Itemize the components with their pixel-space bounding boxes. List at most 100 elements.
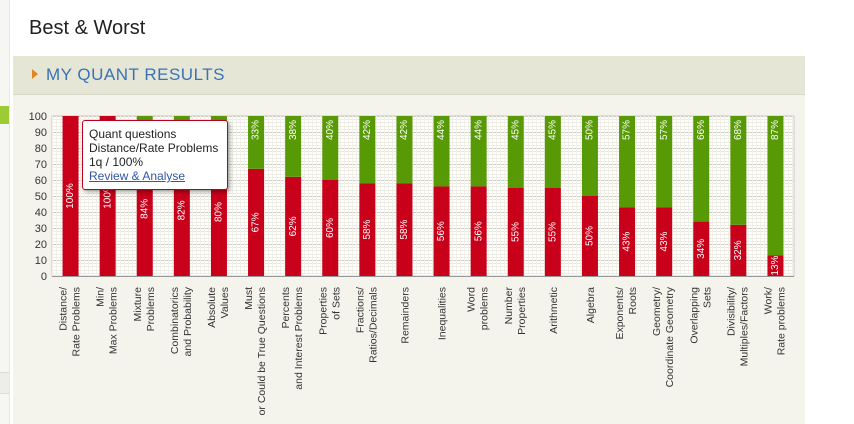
x-tick-label: Arithmetic	[548, 287, 560, 334]
bar-incorrect	[619, 116, 636, 208]
bar-value-label: 45%	[510, 120, 521, 140]
bar-incorrect	[433, 116, 450, 187]
x-tick-label: Properties	[516, 287, 528, 335]
y-tick-label: 0	[41, 271, 47, 283]
bar-correct	[619, 207, 636, 276]
x-tick-label: or Could be True Questions	[256, 287, 268, 415]
x-tick-label: and Probability	[182, 286, 194, 356]
bar-correct	[507, 188, 524, 276]
bar-incorrect	[581, 116, 598, 196]
bar-value-label: 13%	[770, 255, 781, 275]
bar-value-label: 55%	[510, 222, 521, 242]
bar-correct	[248, 168, 265, 276]
expand-arrow-icon[interactable]	[32, 69, 38, 79]
bar-value-label: 68%	[733, 120, 744, 140]
bar-value-label: 87%	[770, 120, 781, 140]
panel-title[interactable]: MY QUANT RESULTS	[46, 65, 225, 84]
bar-value-label: 56%	[473, 221, 484, 241]
x-tick-label: Coordinate Geometry	[664, 286, 676, 387]
bar-incorrect	[730, 116, 747, 225]
x-tick-label: Number	[503, 287, 515, 325]
x-tick-label: Exponents/	[614, 287, 626, 340]
bar-value-label: 50%	[585, 226, 596, 246]
x-tick-label: Problems	[145, 287, 157, 331]
bar-value-label: 33%	[251, 120, 262, 140]
y-tick-label: 70	[35, 159, 47, 171]
bar-correct	[62, 116, 79, 276]
bar-incorrect	[656, 116, 673, 208]
bar-value-label: 45%	[547, 120, 558, 140]
x-tick-label: Distance/	[58, 287, 70, 331]
bar-value-label: 50%	[585, 120, 596, 140]
bar-correct	[359, 183, 376, 276]
x-tick-label: Rate Problems	[71, 287, 83, 356]
y-tick-label: 100	[29, 111, 47, 123]
bar-incorrect	[470, 116, 487, 187]
bar-correct	[322, 180, 339, 276]
x-tick-label: Values	[219, 287, 231, 318]
bar-value-label: 43%	[659, 231, 670, 251]
bar-value-label: 58%	[399, 219, 410, 239]
y-tick-label: 40	[35, 207, 47, 219]
bar-incorrect	[693, 116, 710, 222]
x-tick-label: of Sets	[330, 287, 342, 320]
bar-value-label: 80%	[214, 202, 225, 222]
bar-value-label: 66%	[696, 120, 707, 140]
bar-value-label: 56%	[436, 221, 447, 241]
panel-header[interactable]: MY QUANT RESULTS	[13, 56, 805, 95]
bar-value-label: 38%	[288, 120, 299, 140]
sidebar-collapsed-tab[interactable]	[0, 372, 9, 394]
bar-value-label: 82%	[176, 200, 187, 220]
y-tick-label: 50	[35, 191, 47, 203]
x-tick-label: problems	[479, 287, 491, 330]
bar-correct	[544, 188, 561, 276]
bar-incorrect	[507, 116, 524, 188]
page-title: Best & Worst	[29, 17, 146, 39]
bar-correct	[470, 186, 487, 276]
x-tick-label: Roots	[627, 287, 639, 314]
bar-correct	[581, 196, 598, 276]
x-tick-label: Inequalities	[437, 287, 449, 340]
bar-correct	[767, 255, 784, 276]
bar-value-label: 84%	[139, 199, 150, 219]
bar-value-label: 62%	[288, 216, 299, 236]
review-analyse-link[interactable]: Review & Analyse	[89, 169, 186, 183]
bar-value-label: 44%	[436, 120, 447, 140]
bar-incorrect	[396, 116, 413, 184]
bar-value-label: 58%	[362, 219, 373, 239]
sidebar-active-marker	[0, 106, 9, 124]
bar-value-label: 32%	[733, 240, 744, 260]
x-tick-label: Algebra	[585, 287, 597, 323]
bar-value-label: 100%	[102, 183, 113, 209]
x-tick-label: Work/	[762, 287, 774, 314]
x-tick-label: Percents	[280, 287, 292, 328]
tooltip-line-3: 1q / 100%	[89, 155, 144, 169]
x-tick-label: Sets	[701, 287, 713, 308]
bar-value-label: 67%	[251, 212, 262, 232]
bar-incorrect	[359, 116, 376, 184]
x-tick-label: Absolute	[206, 287, 218, 328]
bar-incorrect	[322, 116, 339, 180]
x-tick-label: Overlapping	[688, 287, 700, 344]
bar-value-label: 57%	[622, 120, 633, 140]
bar-correct	[396, 183, 413, 276]
x-tick-label: Geometry/	[651, 287, 663, 336]
x-tick-label: Must	[243, 287, 255, 310]
x-tick-label: Min/	[95, 287, 107, 307]
y-tick-label: 10	[35, 255, 47, 267]
bar-incorrect	[767, 116, 784, 256]
bar-value-label: 42%	[362, 120, 373, 140]
x-tick-label: Rate problems	[775, 287, 787, 355]
bar-correct	[656, 207, 673, 276]
x-tick-label: Combinatorics	[169, 287, 181, 354]
bar-value-label: 34%	[696, 239, 707, 259]
x-tick-label: Mixture	[132, 287, 144, 322]
y-tick-label: 20	[35, 239, 47, 251]
y-tick-label: 30	[35, 223, 47, 235]
x-tick-label: Max Problems	[108, 287, 120, 354]
bar-correct	[285, 176, 302, 276]
bar-correct	[433, 186, 450, 276]
bar-value-label: 100%	[65, 183, 76, 209]
y-tick-label: 60	[35, 175, 47, 187]
